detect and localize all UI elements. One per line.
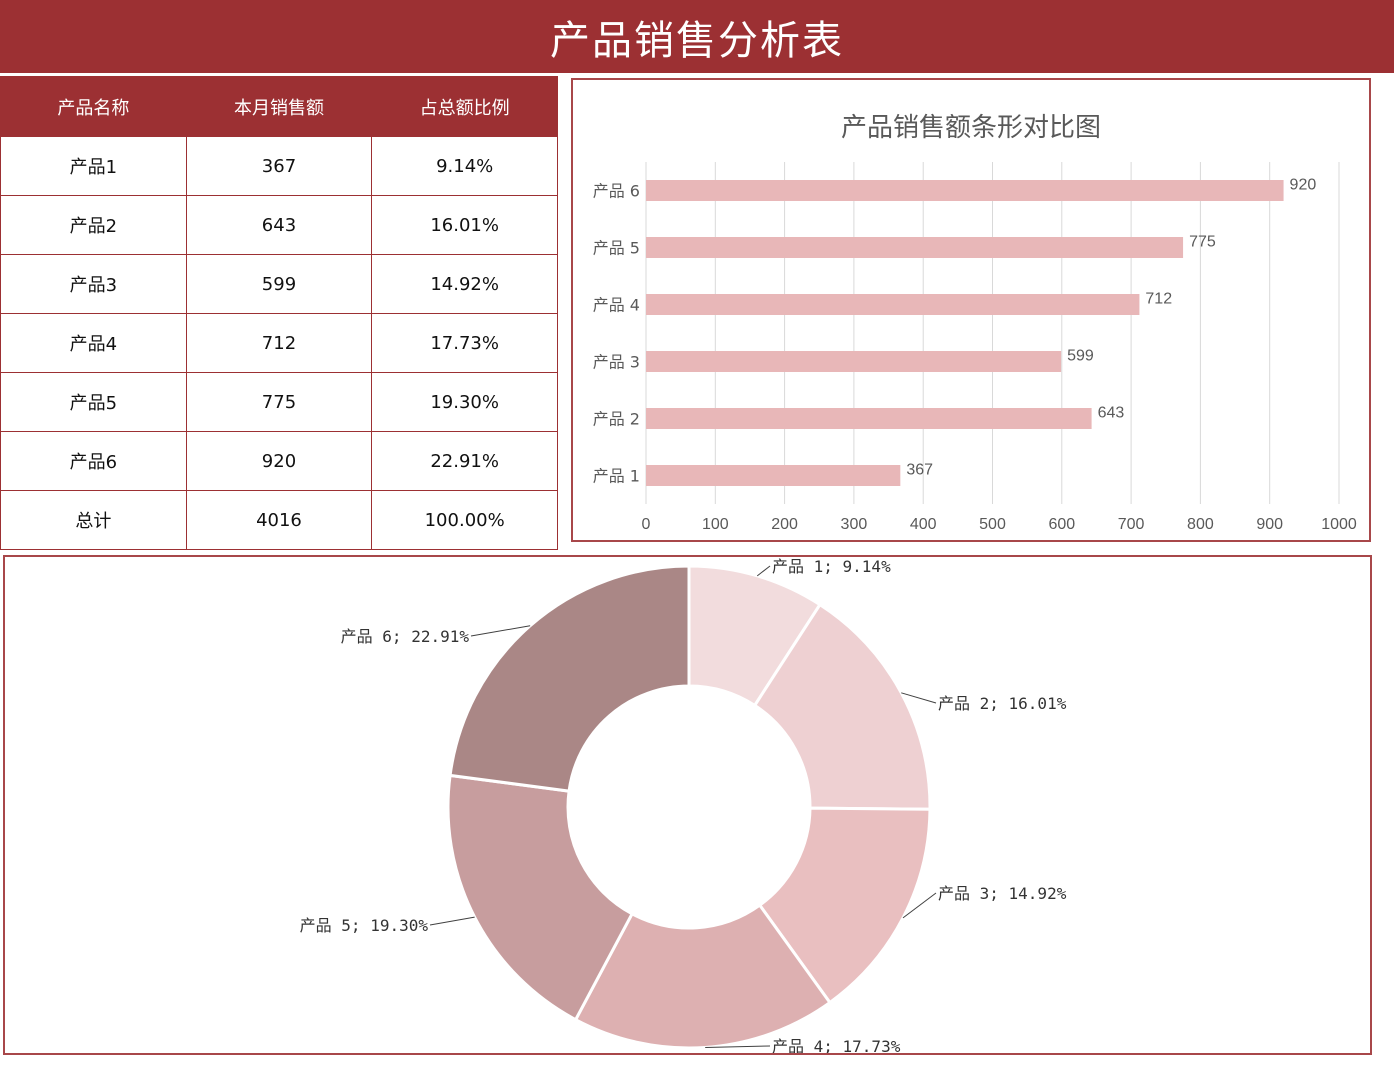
donut-data-label: 产品 6; 22.91% xyxy=(341,627,470,646)
cell-sales: 367 xyxy=(185,136,373,196)
donut-data-label: 产品 5; 19.30% xyxy=(300,916,429,935)
donut-slice xyxy=(446,773,635,1022)
cell-ratio: 19.30% xyxy=(371,372,558,432)
donut-data-label: 产品 4; 17.73% xyxy=(772,1037,901,1053)
cell-name: 产品1 xyxy=(0,136,187,196)
y-category-label: 产品 5 xyxy=(593,239,640,258)
cell-ratio: 16.01% xyxy=(371,195,558,255)
cell-sales: 920 xyxy=(185,431,373,491)
cell-ratio: 14.92% xyxy=(371,254,558,314)
cell-sales: 712 xyxy=(185,313,373,373)
leader-line xyxy=(902,892,937,919)
donut-data-label: 产品 2; 16.01% xyxy=(938,694,1067,713)
table-row: 产品6 920 22.91% xyxy=(0,431,558,491)
bar-data-label: 712 xyxy=(1145,291,1172,308)
donut-data-label: 产品 1; 9.14% xyxy=(772,557,891,576)
donut-data-label: 产品 3; 14.92% xyxy=(938,884,1067,903)
y-category-label: 产品 4 xyxy=(593,296,640,315)
cell-ratio: 17.73% xyxy=(371,313,558,373)
bar-data-label: 367 xyxy=(906,462,933,479)
table-row: 产品5 775 19.30% xyxy=(0,372,558,432)
x-tick-label: 900 xyxy=(1256,516,1283,533)
bar xyxy=(646,237,1184,258)
donut-chart-panel: 产品 1; 9.14% 产品 2; 16.01% 产品 3; 14.92% 产品 4;… xyxy=(3,555,1372,1055)
cell-total-name: 总计 xyxy=(0,490,187,550)
cell-total-ratio: 100.00% xyxy=(371,490,558,550)
bar-data-label: 775 xyxy=(1189,234,1216,251)
bar xyxy=(646,465,901,486)
x-tick-label: 1000 xyxy=(1321,516,1357,533)
leader-line xyxy=(705,1045,771,1048)
donut-slice xyxy=(752,602,932,811)
cell-sales: 599 xyxy=(185,254,373,314)
table-row: 产品2 643 16.01% xyxy=(0,195,558,255)
donut-slice xyxy=(448,564,691,793)
leader-line xyxy=(429,916,475,926)
column-header-sales: 本月销售额 xyxy=(185,76,373,137)
cell-name: 产品6 xyxy=(0,431,187,491)
cell-name: 产品3 xyxy=(0,254,187,314)
cell-ratio: 9.14% xyxy=(371,136,558,196)
x-tick-label: 800 xyxy=(1187,516,1214,533)
bar-data-label: 643 xyxy=(1098,405,1125,422)
bar-chart-title: 产品销售额条形对比图 xyxy=(841,113,1101,143)
leader-line xyxy=(756,565,771,577)
cell-name: 产品4 xyxy=(0,313,187,373)
cell-name: 产品2 xyxy=(0,195,187,255)
table-total-row: 总计 4016 100.00% xyxy=(0,490,558,550)
cell-ratio: 22.91% xyxy=(371,431,558,491)
column-header-name: 产品名称 xyxy=(0,76,187,137)
column-header-ratio: 占总额比例 xyxy=(371,76,558,137)
donut-slice xyxy=(757,806,932,1005)
bar-data-label: 599 xyxy=(1067,348,1094,365)
y-category-label: 产品 2 xyxy=(593,410,640,429)
sales-table: 产品名称 本月销售额 占总额比例 产品1 367 9.14% 产品2 643 1… xyxy=(0,76,558,550)
bar xyxy=(646,408,1092,429)
x-tick-label: 0 xyxy=(642,516,651,533)
x-tick-label: 100 xyxy=(702,516,729,533)
x-tick-label: 700 xyxy=(1118,516,1145,533)
x-tick-label: 400 xyxy=(910,516,937,533)
leader-line xyxy=(901,692,937,704)
table-row: 产品4 712 17.73% xyxy=(0,313,558,373)
bar-data-label: 920 xyxy=(1290,177,1317,194)
cell-total-sales: 4016 xyxy=(185,490,373,550)
x-tick-label: 300 xyxy=(841,516,868,533)
cell-sales: 775 xyxy=(185,372,373,432)
bar-chart-panel: 产品销售额条形对比图 0 100 200 300 400 500 600 700 800 900 10… xyxy=(571,78,1371,542)
donut-slice xyxy=(573,903,832,1050)
bar xyxy=(646,294,1140,315)
bar xyxy=(646,180,1284,201)
x-tick-label: 500 xyxy=(979,516,1006,533)
page-title: 产品销售分析表 xyxy=(0,0,1394,73)
bar-chart: 产品销售额条形对比图 0 100 200 300 400 500 600 700 800 900 10… xyxy=(593,113,1357,533)
table-row: 产品1 367 9.14% xyxy=(0,136,558,196)
y-category-label: 产品 1 xyxy=(593,467,640,486)
donut-chart: 产品 1; 9.14% 产品 2; 16.01% 产品 3; 14.92% 产品 4;… xyxy=(300,557,1067,1053)
cell-name: 产品5 xyxy=(0,372,187,432)
cell-sales: 643 xyxy=(185,195,373,255)
y-category-label: 产品 6 xyxy=(593,182,640,201)
table-row: 产品3 599 14.92% xyxy=(0,254,558,314)
bar xyxy=(646,351,1062,372)
leader-line xyxy=(470,625,531,637)
table-header-row: 产品名称 本月销售额 占总额比例 xyxy=(0,76,558,137)
y-category-label: 产品 3 xyxy=(593,353,640,372)
x-tick-label: 600 xyxy=(1048,516,1075,533)
x-tick-label: 200 xyxy=(771,516,798,533)
